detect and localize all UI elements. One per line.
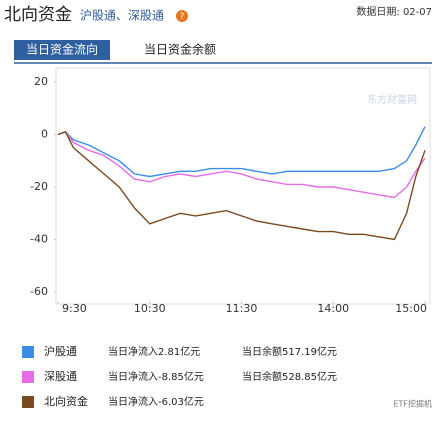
legend-swatch: [22, 346, 34, 358]
legend-balance: 当日余额517.19亿元: [242, 345, 337, 358]
footer: ETF挖掘机: [393, 399, 432, 409]
series-line: [57, 131, 426, 199]
tab-label[interactable]: 当日资金余额: [144, 42, 216, 57]
x-tick-label: 14:00: [317, 302, 349, 315]
x-tick-label: 11:30: [226, 302, 258, 315]
y-tick-label: -40: [30, 233, 48, 246]
y-tick-label: -20: [30, 180, 48, 193]
subtitle: 沪股通、深股通: [80, 9, 164, 23]
legend-inflow: 当日净流入-6.03亿元: [108, 395, 204, 408]
help-icon[interactable]: [176, 10, 188, 22]
watermark: 东方财富网: [367, 93, 417, 106]
legend-swatch: [22, 396, 34, 408]
tab-label: 当日资金流向: [26, 42, 98, 57]
legend-name: 北向资金: [44, 394, 88, 408]
x-tick-label: 9:30: [62, 302, 87, 315]
y-tick-label: -60: [30, 285, 48, 298]
legend-inflow: 当日净流入2.81亿元: [108, 345, 200, 358]
x-tick-label: 15:00: [395, 302, 427, 315]
y-tick-label: 0: [41, 128, 48, 141]
legend-balance: 当日余额528.85亿元: [242, 370, 337, 383]
x-tick-label: 10:30: [134, 302, 166, 315]
legend-swatch: [22, 371, 34, 383]
series-line: [57, 131, 426, 241]
series-line: [57, 126, 426, 178]
title: 北向资金: [4, 5, 72, 25]
date: 数据日期: 02-07: [356, 5, 432, 18]
legend-name: 沪股通: [44, 344, 77, 358]
plot-frame: [55, 67, 431, 305]
legend-inflow: 当日净流入-8.85亿元: [108, 370, 204, 383]
y-tick-label: 20: [34, 75, 48, 88]
help-icon-text: ?: [180, 12, 185, 22]
legend-name: 深股通: [44, 370, 77, 383]
tab-active[interactable]: [14, 40, 110, 60]
